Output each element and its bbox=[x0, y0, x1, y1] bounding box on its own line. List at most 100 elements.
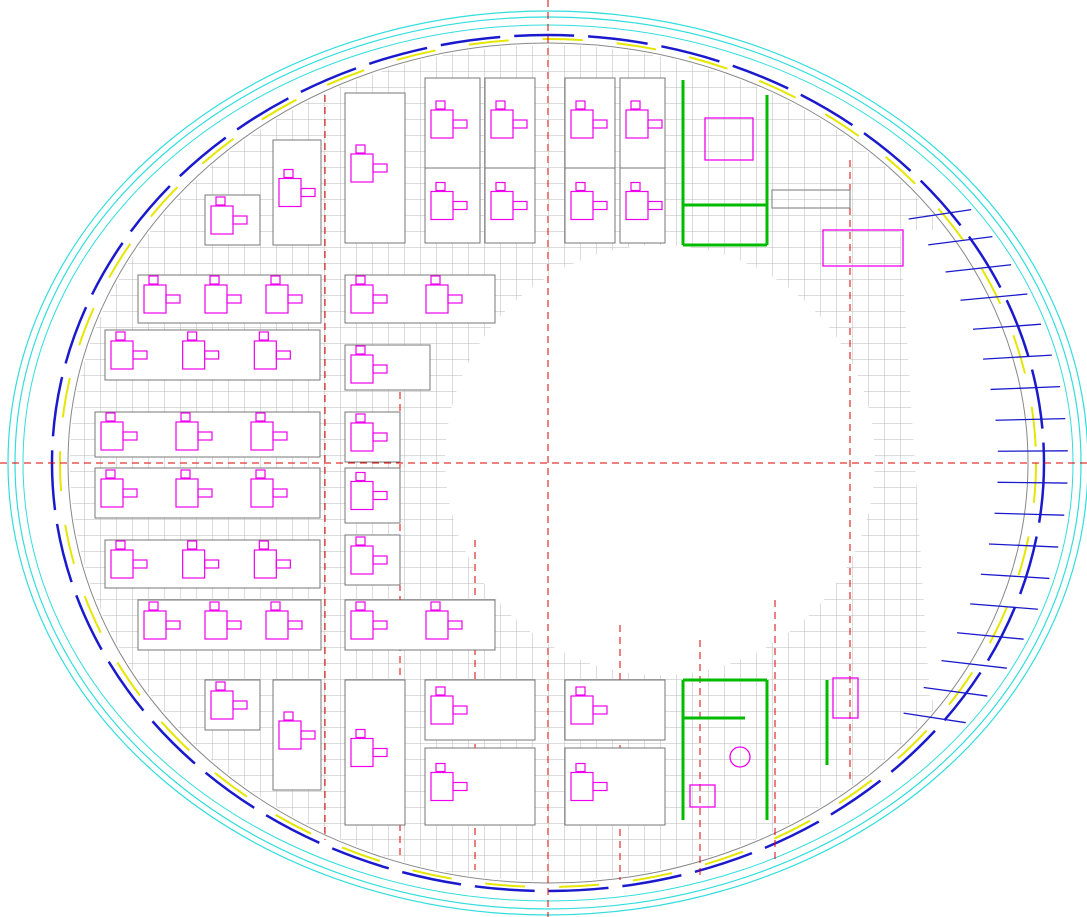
chair bbox=[435, 100, 446, 110]
chair bbox=[180, 469, 191, 479]
desk-return bbox=[372, 364, 388, 374]
desk-return bbox=[452, 781, 468, 792]
desk-return bbox=[197, 431, 213, 441]
chair bbox=[115, 331, 126, 341]
workstation-block bbox=[272, 139, 322, 246]
desk-return bbox=[592, 781, 608, 792]
chair bbox=[355, 728, 366, 739]
chair bbox=[575, 762, 586, 773]
workstation-block bbox=[137, 599, 322, 651]
chair bbox=[495, 181, 506, 192]
desk-return bbox=[372, 490, 388, 501]
chair bbox=[187, 540, 198, 550]
mullion bbox=[988, 543, 1059, 548]
lounge bbox=[822, 229, 904, 267]
chair bbox=[630, 181, 641, 192]
mullion bbox=[997, 481, 1068, 484]
desk-return bbox=[452, 200, 468, 211]
desk-return bbox=[372, 747, 388, 758]
desk-return bbox=[204, 350, 220, 360]
desk-return bbox=[165, 294, 181, 304]
chair bbox=[575, 686, 586, 696]
workstation-block bbox=[564, 679, 666, 741]
chair bbox=[270, 275, 281, 285]
chair bbox=[270, 601, 281, 611]
desk-return bbox=[275, 350, 291, 360]
workstation-block bbox=[344, 274, 496, 324]
desk-return bbox=[272, 488, 288, 498]
desk-return bbox=[372, 294, 388, 304]
workstation-block bbox=[94, 467, 321, 519]
mullion bbox=[908, 209, 972, 220]
desk-return bbox=[275, 559, 291, 569]
desk-return bbox=[452, 705, 468, 715]
chair bbox=[215, 681, 226, 691]
layout bbox=[94, 77, 1068, 880]
chair bbox=[115, 540, 126, 550]
chair bbox=[355, 144, 366, 154]
desk-return bbox=[122, 431, 138, 441]
lounge bbox=[689, 784, 716, 808]
chair bbox=[255, 412, 266, 422]
mullion bbox=[990, 386, 1060, 391]
lounge bbox=[832, 677, 859, 719]
chair bbox=[105, 412, 116, 422]
mullion bbox=[945, 264, 1012, 273]
chair bbox=[355, 345, 366, 355]
desk-return bbox=[122, 488, 138, 498]
workstation-block bbox=[619, 77, 666, 171]
chair bbox=[355, 601, 366, 611]
mullion bbox=[923, 686, 988, 697]
desk-return bbox=[647, 119, 663, 129]
chair bbox=[575, 100, 586, 110]
desk-return bbox=[647, 200, 663, 211]
desk-return bbox=[372, 555, 388, 565]
chair bbox=[430, 275, 441, 285]
chair bbox=[148, 601, 159, 611]
desk-return bbox=[372, 163, 388, 173]
desk-return bbox=[300, 730, 316, 740]
desk-return bbox=[272, 431, 288, 441]
mullion bbox=[970, 603, 1038, 610]
round-table bbox=[729, 746, 751, 768]
chair bbox=[187, 331, 198, 341]
chair bbox=[435, 686, 446, 696]
desk-return bbox=[592, 200, 608, 211]
workstation-block bbox=[137, 274, 322, 324]
desk-return bbox=[226, 294, 242, 304]
desk-return bbox=[226, 620, 242, 630]
mullion bbox=[956, 632, 1024, 640]
workstation-block bbox=[272, 679, 322, 791]
mullion bbox=[972, 323, 1041, 330]
mullion bbox=[928, 235, 993, 246]
chair bbox=[435, 762, 446, 773]
chair bbox=[105, 469, 116, 479]
chair bbox=[630, 100, 641, 110]
chair bbox=[355, 471, 366, 482]
counter bbox=[771, 189, 851, 209]
workstation-block bbox=[104, 329, 321, 381]
workstation-block bbox=[344, 679, 406, 826]
mullion bbox=[983, 354, 1052, 360]
desk-return bbox=[447, 294, 463, 304]
desk-return bbox=[132, 350, 148, 360]
mullion bbox=[994, 512, 1065, 516]
desk-return bbox=[592, 119, 608, 129]
chair bbox=[209, 601, 220, 611]
workstation-block bbox=[424, 679, 536, 741]
workstation-block bbox=[344, 599, 496, 651]
chair bbox=[430, 601, 441, 611]
chair bbox=[355, 275, 366, 285]
desk-return bbox=[512, 119, 528, 129]
workstation-block bbox=[424, 747, 536, 826]
mullion bbox=[941, 660, 1007, 669]
chair bbox=[435, 181, 446, 192]
workstation-block bbox=[564, 747, 666, 826]
chair bbox=[283, 168, 294, 179]
desk-return bbox=[197, 488, 213, 498]
desk-return bbox=[287, 620, 303, 630]
chair bbox=[283, 711, 294, 721]
workstation-block bbox=[344, 92, 406, 244]
